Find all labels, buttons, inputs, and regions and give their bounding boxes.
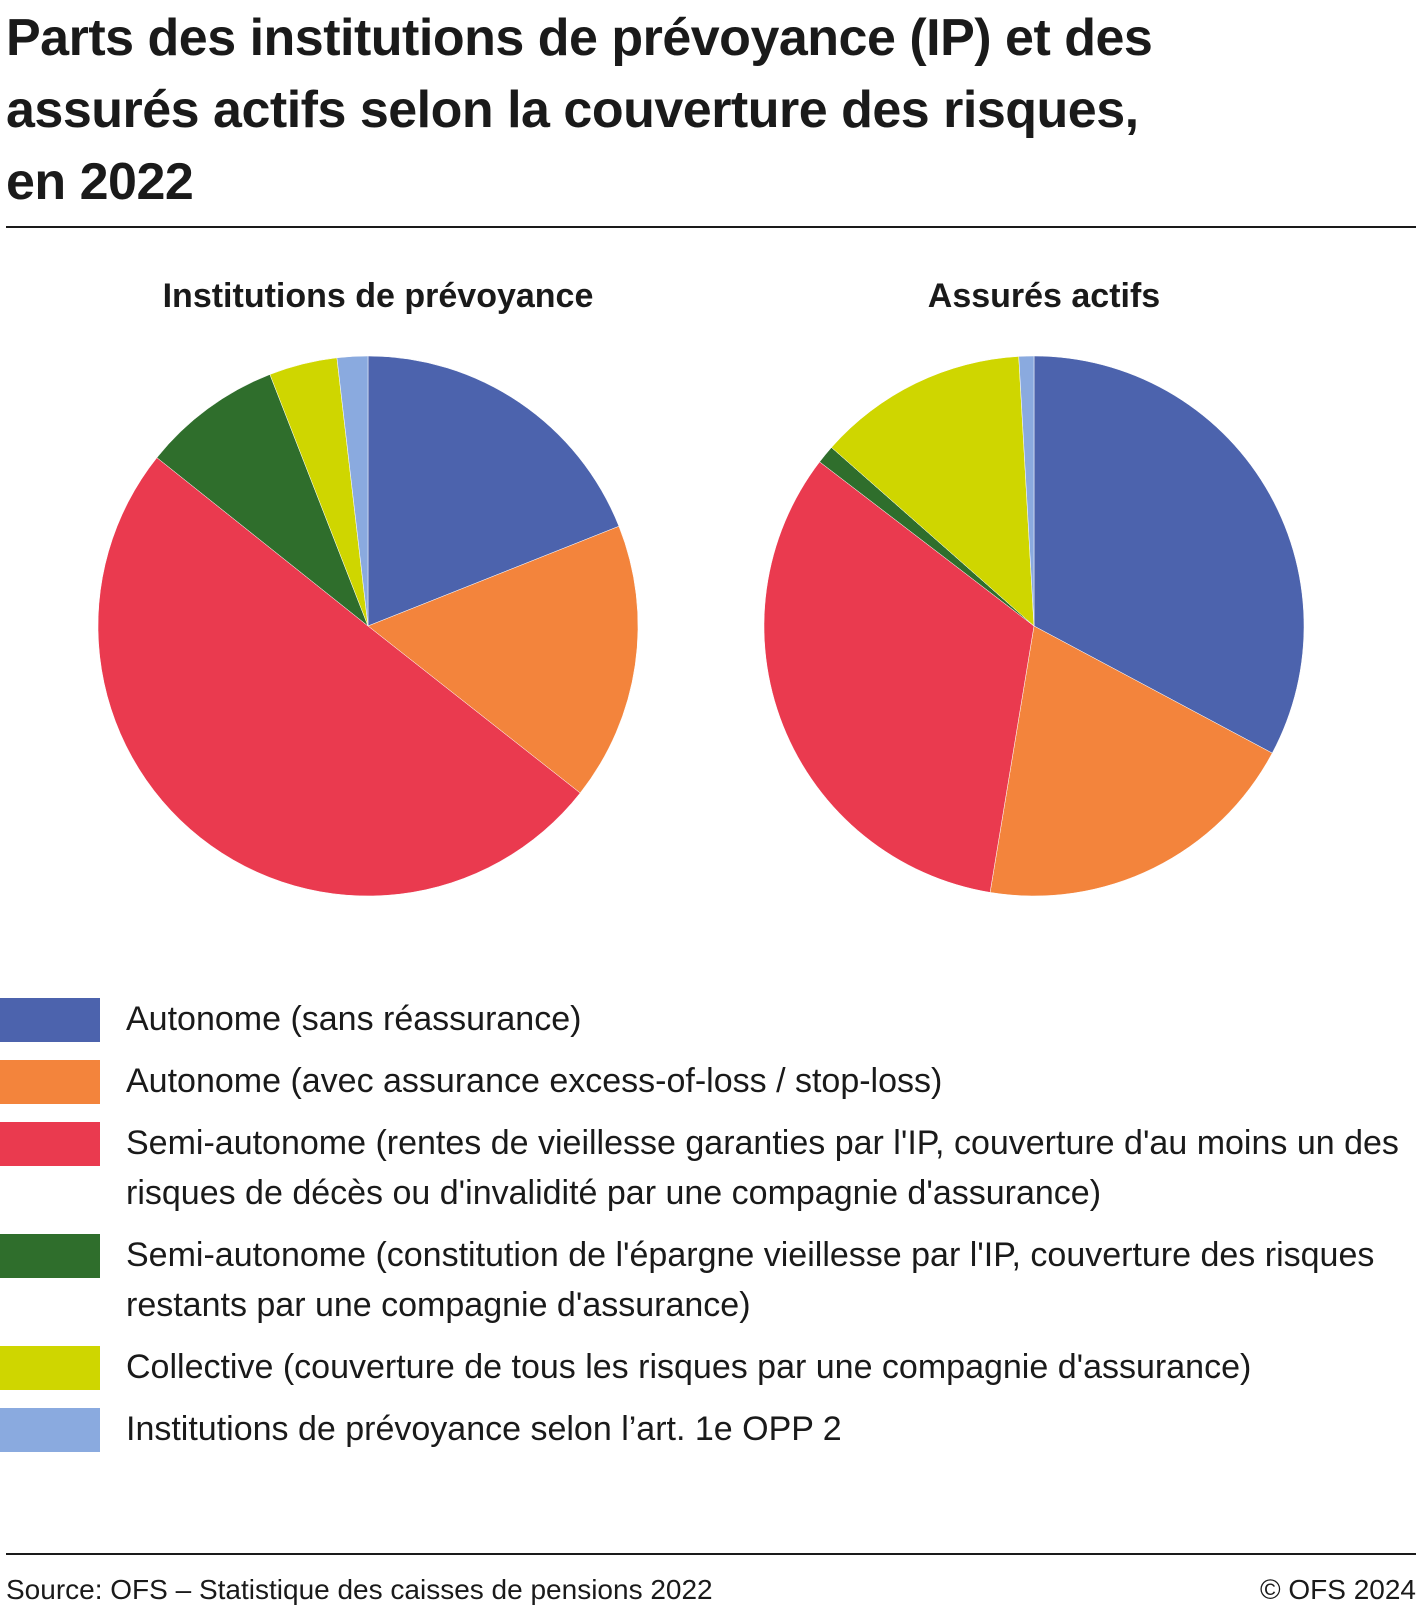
bottom-divider [6, 1553, 1416, 1555]
pie-chart-institutions [97, 355, 639, 897]
chart-title: Parts des institutions de prévoyance (IP… [6, 9, 1153, 211]
pie-slice-assures-3 [763, 461, 1035, 893]
pie-slice-assures-5 [831, 356, 1035, 627]
legend-swatch [0, 1346, 100, 1390]
legend-swatch [0, 998, 100, 1042]
pie-title-institutions: Institutions de prévoyance [162, 277, 594, 315]
legend-label: Autonome (sans réassurance) [126, 1000, 582, 1038]
source-note: Source: OFS – Statistique des caisses de… [6, 1574, 713, 1605]
copyright-note: © OFS 2024 [1259, 1574, 1416, 1605]
legend-item: Collective (couverture de tous les risqu… [0, 1342, 1422, 1392]
pie-title-assures: Assurés actifs [927, 277, 1161, 315]
pie-slice-assures-2 [989, 625, 1273, 897]
legend-item: Semi-autonome (rentes de vieillesse gara… [0, 1118, 1422, 1218]
legend-item: Autonome (sans réassurance) [0, 994, 1422, 1044]
pie-slice-institutions-1 [367, 355, 620, 627]
pie-slice-institutions-2 [367, 525, 639, 794]
pie-slice-assures-6 [1018, 355, 1035, 627]
legend-label: Institutions de prévoyance selon l’art. … [126, 1410, 842, 1448]
legend-label: Autonome (avec assurance excess-of-loss … [126, 1062, 943, 1100]
legend-item: Institutions de prévoyance selon l’art. … [0, 1404, 1422, 1454]
legend-label: Collective (couverture de tous les risqu… [126, 1348, 1252, 1386]
legend-item: Semi-autonome (constitution de l'épargne… [0, 1230, 1422, 1330]
legend-swatch [0, 1408, 100, 1452]
legend-label: Semi-autonome (rentes de vieillesse gara… [126, 1124, 1399, 1212]
pie-slice-institutions-3 [97, 457, 581, 897]
pie-slice-institutions-4 [156, 374, 369, 627]
legend-item: Autonome (avec assurance excess-of-loss … [0, 1056, 1422, 1106]
legend-label: Semi-autonome (constitution de l'épargne… [126, 1236, 1375, 1324]
pie-chart-assures [763, 355, 1305, 897]
legend-swatch [0, 1060, 100, 1104]
pie-slice-assures-1 [1033, 355, 1305, 754]
legend-swatch [0, 1122, 100, 1166]
pie-slice-institutions-6 [336, 355, 369, 627]
legend-swatch [0, 1234, 100, 1278]
top-divider [6, 226, 1416, 228]
legend: Autonome (sans réassurance) Autonome (av… [0, 994, 1422, 1466]
